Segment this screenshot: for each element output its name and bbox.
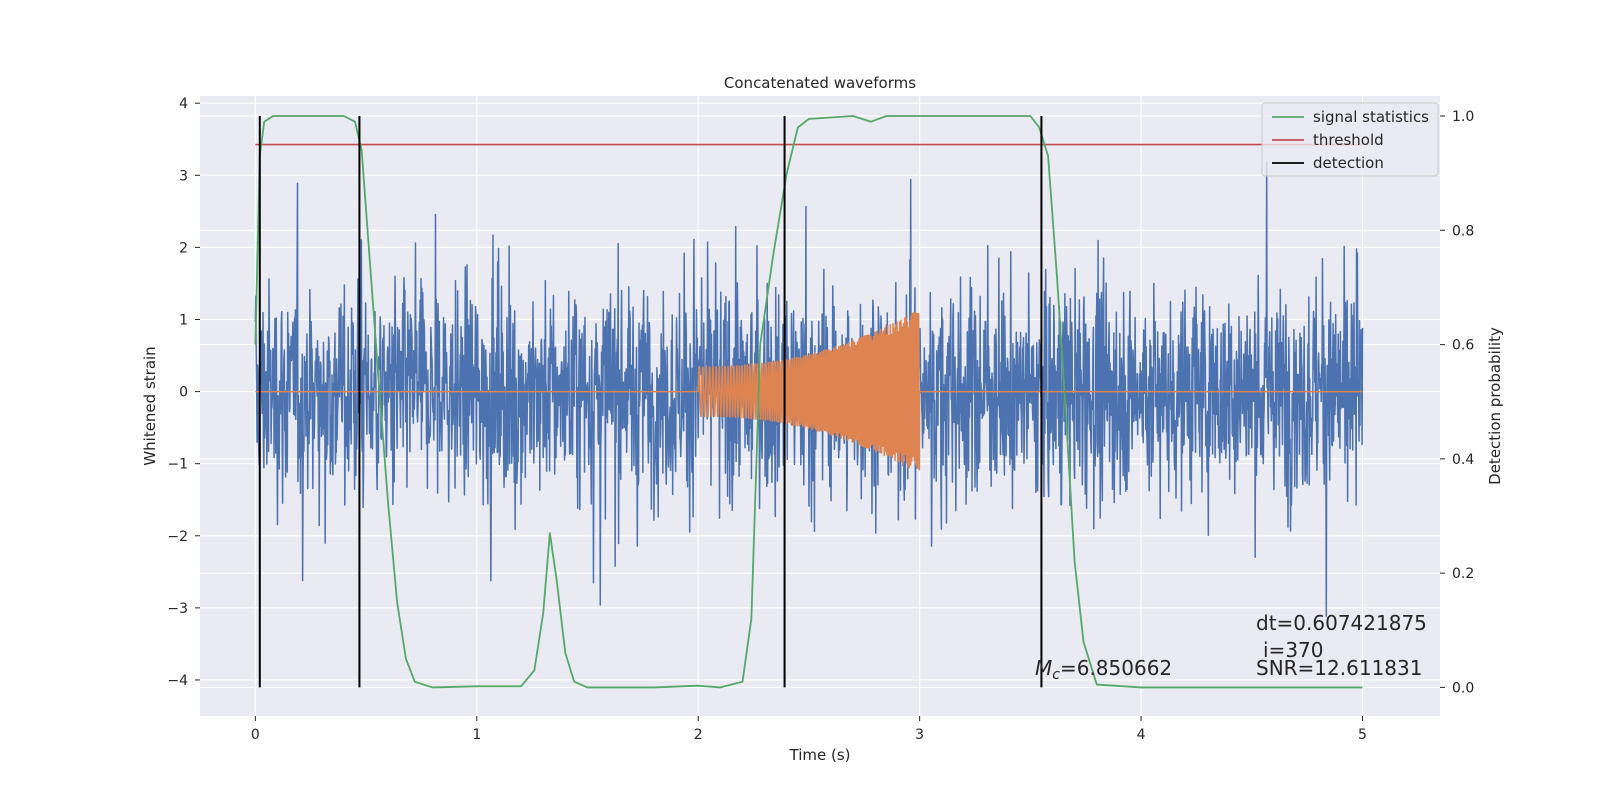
y-left-tick-label: 1 — [179, 312, 188, 328]
annotation-mc-subscript: c — [1052, 667, 1060, 683]
legend-label-threshold: threshold — [1313, 131, 1384, 149]
annotation-i: i=370 — [1263, 638, 1324, 662]
y-left-tick-label: −3 — [167, 601, 188, 617]
annotation-snr: SNR=12.611831 — [1256, 656, 1422, 680]
y-axis-left-label: Whitened strain — [141, 346, 159, 465]
y-right-tick-label: 0.8 — [1452, 223, 1474, 239]
y-axis-right-label: Detection probability — [1486, 327, 1504, 485]
x-axis-label: Time (s) — [789, 746, 851, 764]
annotation-mc-value: =6.850662 — [1060, 656, 1172, 680]
y-left-tick-label: 4 — [179, 96, 188, 112]
annotation-dt: dt=0.607421875 — [1256, 611, 1427, 635]
y-left-tick-label: 2 — [179, 240, 188, 256]
y-right-tick-label: 0.0 — [1452, 680, 1474, 696]
legend: signal statistics threshold detection — [1261, 102, 1439, 177]
x-tick-label: 5 — [1358, 727, 1367, 743]
x-tick-label: 3 — [915, 727, 924, 743]
x-tick-label: 1 — [472, 727, 481, 743]
legend-label-detection: detection — [1313, 154, 1384, 172]
y-left-tick-label: −4 — [167, 673, 188, 689]
ticks: 0 1 2 3 4 5 −4 −3 −2 −1 0 1 2 3 4 0.0 0.2 0.4 0.6 0.8 1.0 — [167, 96, 1474, 743]
y-right-tick-label: 0.4 — [1452, 452, 1474, 468]
y-right-tick-label: 0.2 — [1452, 566, 1474, 582]
x-tick-label: 2 — [694, 727, 703, 743]
y-left-tick-label: 0 — [179, 385, 188, 401]
legend-box — [1261, 102, 1439, 177]
annotation-mc: Mc=6.850662 — [1035, 656, 1172, 683]
chart-title: Concatenated waveforms — [724, 74, 916, 92]
legend-label-signal-statistics: signal statistics — [1313, 108, 1429, 126]
y-left-tick-label: 3 — [179, 168, 188, 184]
series-injected-chirp — [255, 312, 1363, 471]
x-tick-label: 4 — [1137, 727, 1146, 743]
y-left-tick-label: −1 — [167, 457, 188, 473]
y-left-tick-label: −2 — [167, 529, 188, 545]
data-layer — [254, 115, 1364, 689]
series-whitened-strain — [254, 161, 1364, 618]
y-right-tick-label: 1.0 — [1452, 109, 1474, 125]
y-right-tick-label: 0.6 — [1452, 338, 1474, 354]
x-tick-label: 0 — [251, 727, 260, 743]
annotation-mc-symbol: M — [1035, 656, 1052, 680]
